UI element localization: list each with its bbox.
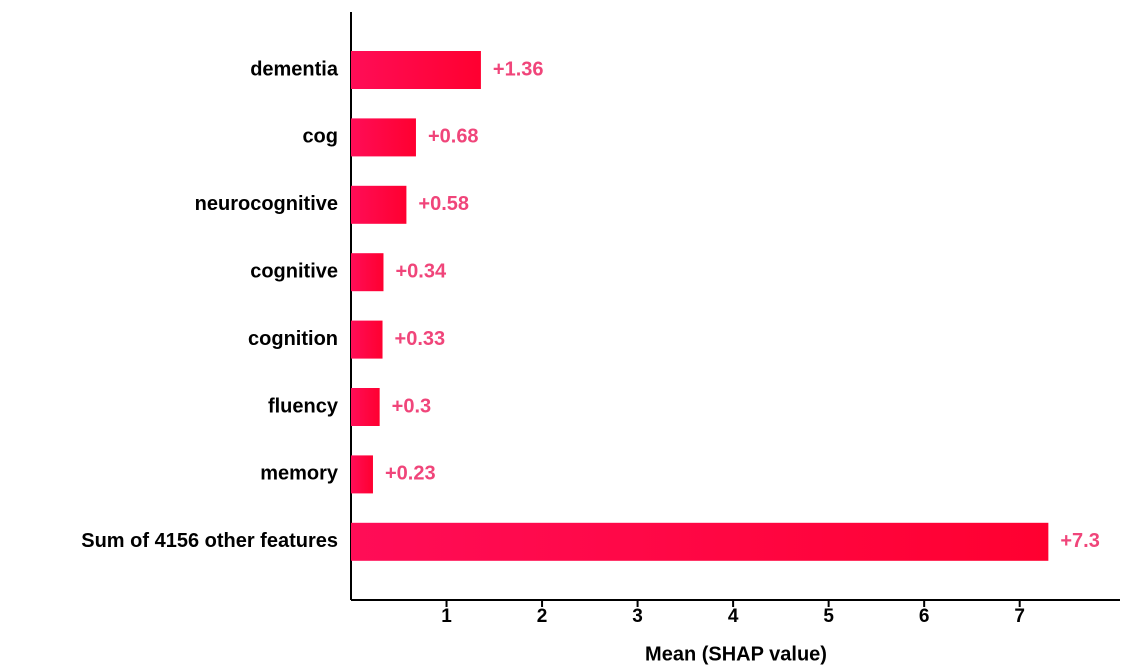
bar xyxy=(351,51,481,89)
value-label: +0.58 xyxy=(418,193,469,215)
x-axis-label: Mean (SHAP value) xyxy=(645,643,827,665)
value-label: +1.36 xyxy=(493,58,544,80)
value-label: +0.3 xyxy=(392,395,431,417)
value-label: +0.33 xyxy=(395,328,446,350)
bar xyxy=(351,455,373,494)
y-tick-label: neurocognitive xyxy=(195,193,338,215)
y-tick-label: cognitive xyxy=(250,260,338,282)
value-label: +7.3 xyxy=(1060,530,1099,552)
x-tick-label: 5 xyxy=(823,606,834,627)
x-tick-label: 2 xyxy=(537,606,548,627)
x-tick-label: 7 xyxy=(1014,606,1025,627)
bar xyxy=(351,388,380,426)
x-tick-label: 3 xyxy=(632,606,643,627)
y-tick-label: cognition xyxy=(248,328,338,350)
y-tick-label: Sum of 4156 other features xyxy=(81,530,338,552)
x-tick-label: 6 xyxy=(919,606,930,627)
bar xyxy=(351,253,384,292)
bar xyxy=(351,522,1049,561)
y-tick-label: dementia xyxy=(250,58,339,80)
x-tick-label: 1 xyxy=(441,606,452,627)
x-tick-label: 4 xyxy=(728,606,739,627)
value-label: +0.68 xyxy=(428,126,479,148)
value-label: +0.23 xyxy=(385,463,436,485)
bar xyxy=(351,118,416,157)
bar xyxy=(351,185,407,224)
y-tick-label: fluency xyxy=(268,395,339,417)
y-tick-label: cog xyxy=(302,126,338,148)
y-tick-label: memory xyxy=(260,463,339,485)
bar xyxy=(351,320,383,359)
value-label: +0.34 xyxy=(395,260,446,282)
